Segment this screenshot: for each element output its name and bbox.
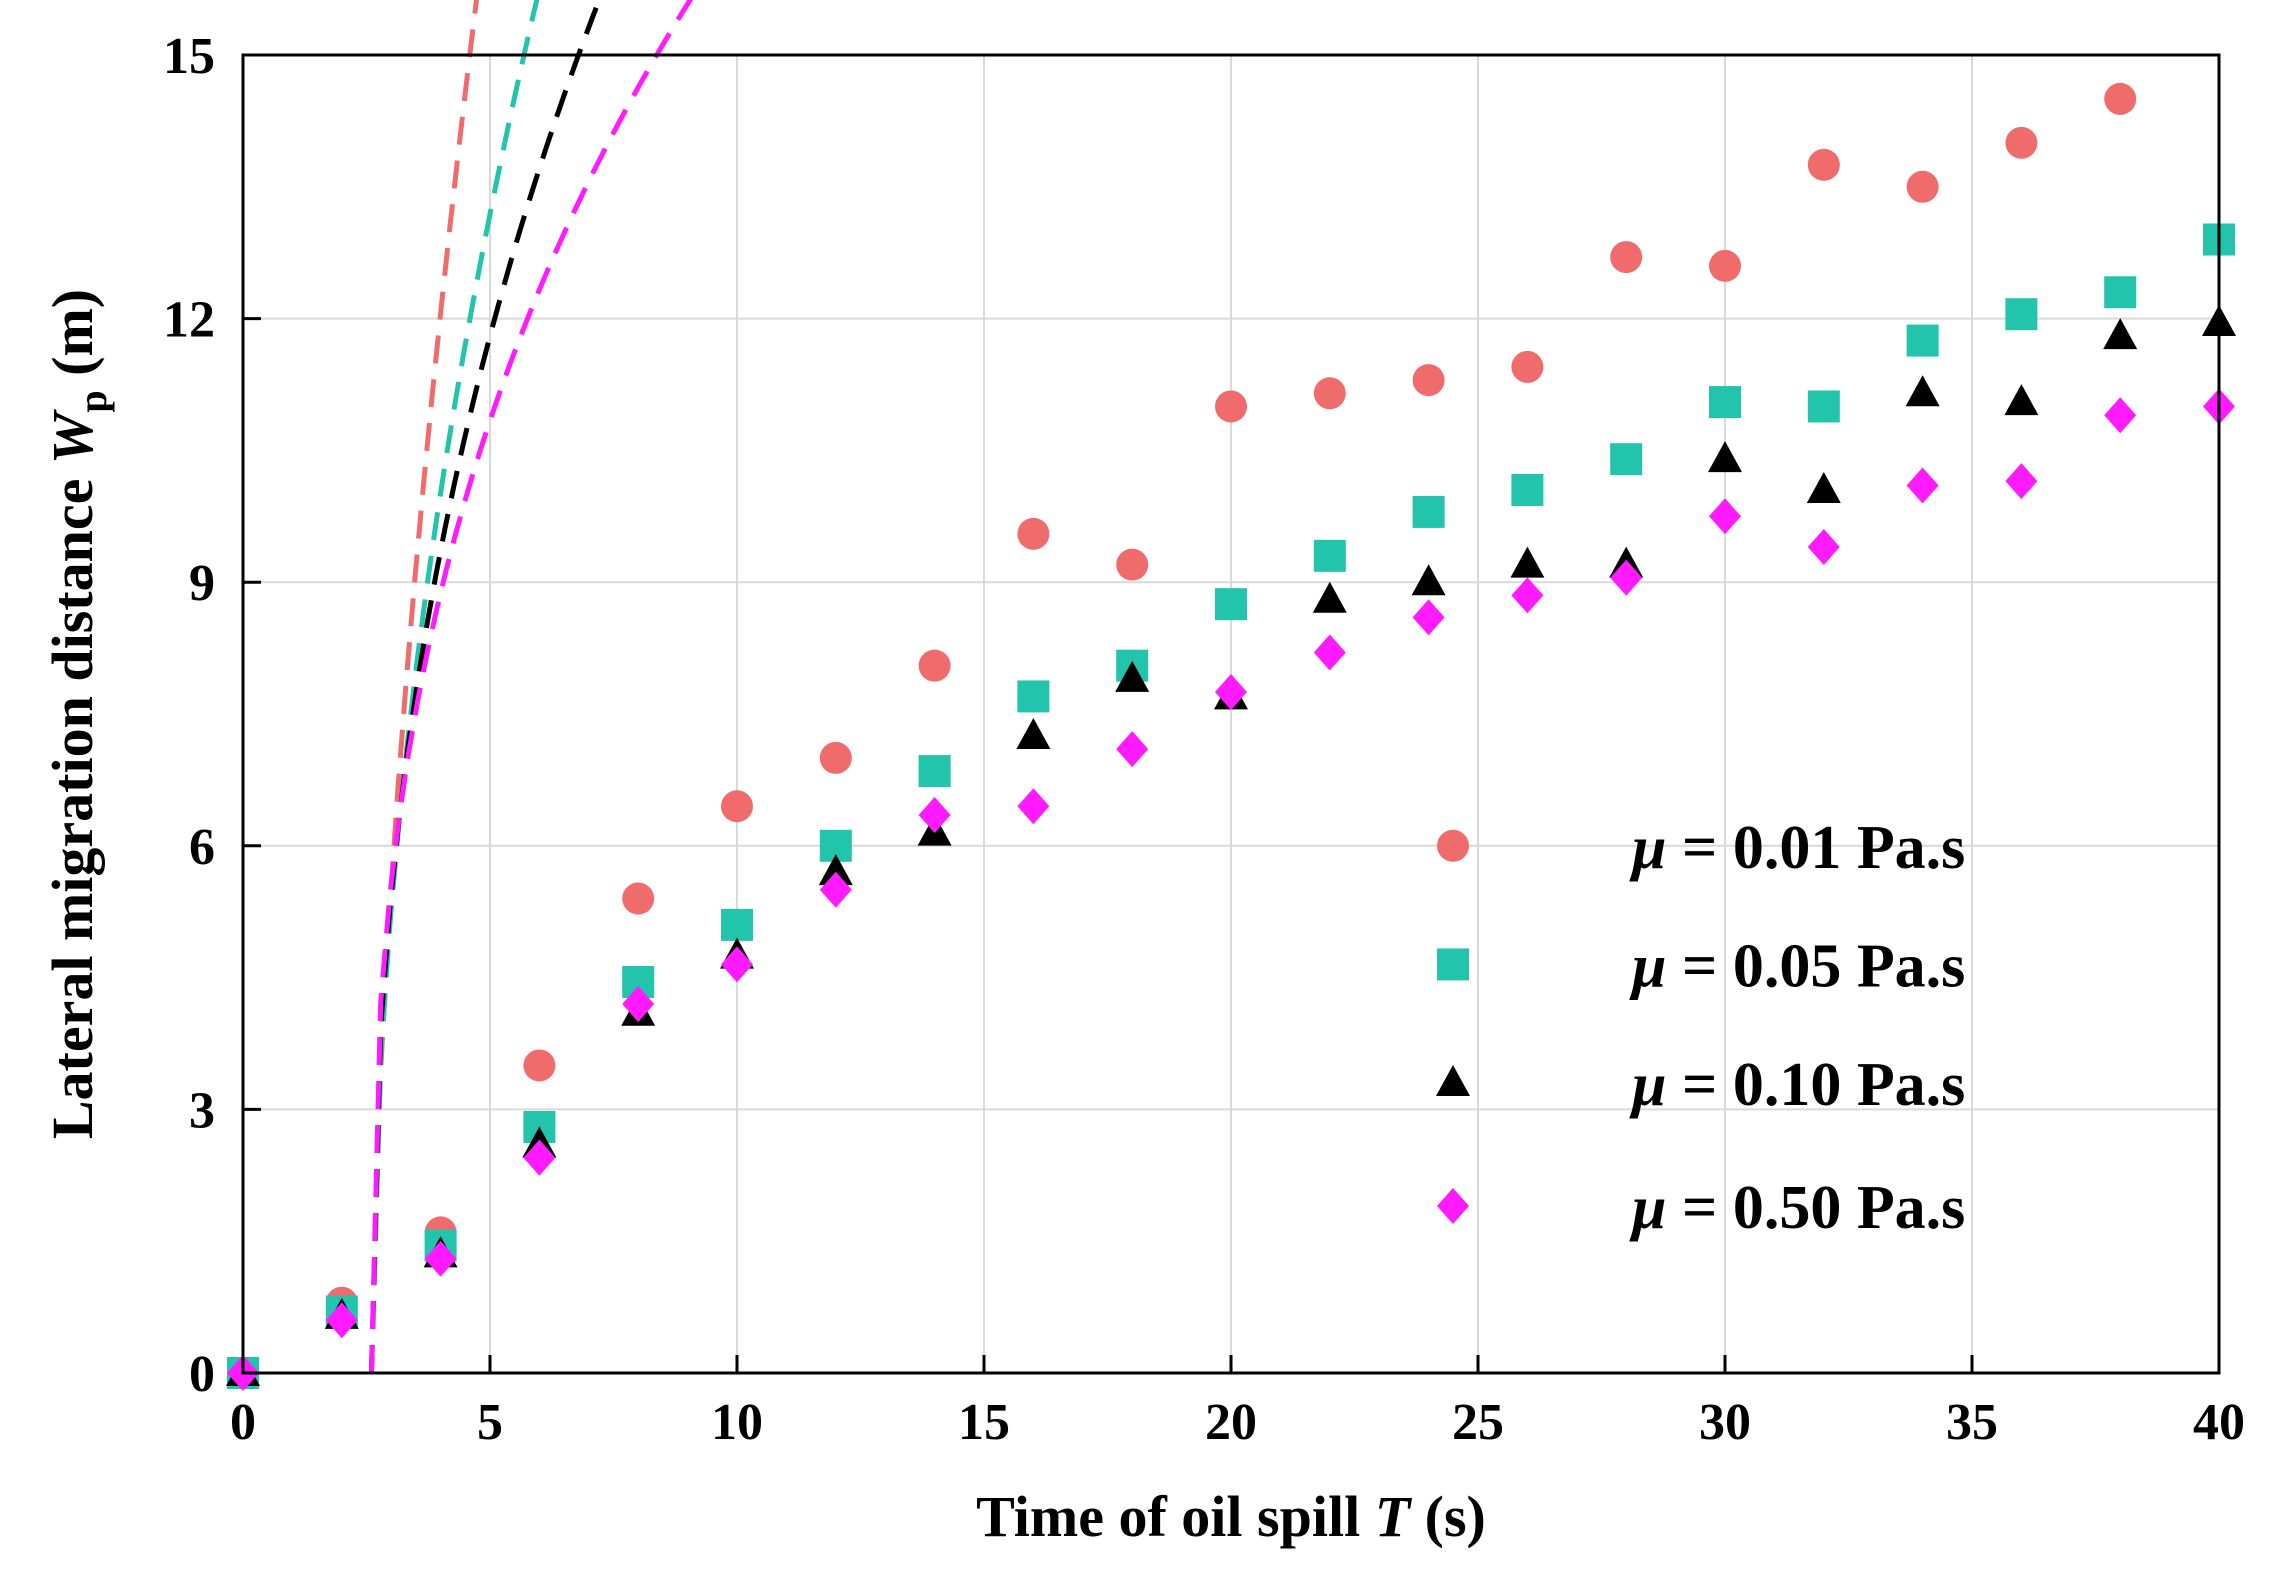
point-series-1 [1807, 148, 1840, 181]
point-series-3 [1806, 471, 1841, 503]
point-series-3 [1115, 660, 1150, 692]
point-series-1 [622, 882, 655, 915]
point-series-4 [523, 1139, 556, 1176]
x-tick-label: 35 [1946, 1394, 1998, 1451]
point-series-2 [721, 908, 753, 941]
point-series-3 [2103, 318, 2138, 350]
point-series-2 [918, 755, 951, 788]
x-tick-label: 15 [958, 1394, 1010, 1451]
y-tick-label: 0 [189, 1346, 215, 1403]
point-series-4 [1116, 731, 1149, 768]
point-series-4 [819, 871, 852, 908]
legend-label-series-4: μ = 0.50 Pa.s [1629, 1174, 1965, 1242]
point-series-2 [1313, 539, 1346, 572]
point-series-1 [1017, 517, 1050, 550]
point-series-1 [1215, 390, 1247, 423]
point-series-1 [2104, 82, 2137, 115]
tick-labels: 0 5 10 15 20 25 30 35 40 0 3 6 9 12 15 [163, 28, 2245, 1451]
point-series-1 [1610, 241, 1643, 274]
point-series-4 [424, 1240, 457, 1277]
legend-marker-series-3 [1436, 1065, 1470, 1097]
fit-lines [368, 0, 694, 1374]
point-series-4 [1709, 498, 1741, 535]
point-series-4 [1906, 467, 1939, 504]
y-tick-label: 12 [163, 292, 215, 349]
point-series-4 [918, 797, 951, 834]
point-series-3 [1708, 441, 1742, 473]
point-series-4 [1807, 529, 1840, 566]
point-series-1 [819, 741, 852, 774]
point-series-4 [325, 1302, 358, 1339]
point-series-3 [1312, 581, 1347, 613]
x-tick-label: 10 [711, 1394, 763, 1451]
x-tick-label: 25 [1452, 1394, 1504, 1451]
y-tick-label: 3 [189, 1082, 215, 1139]
point-series-2 [1017, 680, 1050, 713]
point-series-1 [918, 649, 951, 682]
axis-ticks [241, 53, 2221, 1375]
x-tick-label: 0 [230, 1394, 256, 1451]
point-series-2 [2005, 298, 2038, 331]
y-tick-label: 9 [189, 555, 215, 612]
fit-line-series-2 [368, 0, 540, 1374]
point-series-1 [1412, 364, 1445, 397]
point-series-4 [721, 946, 753, 983]
x-axis-title: Time of oil spill T (s) [976, 1484, 1486, 1549]
point-series-1 [1116, 548, 1149, 581]
y-axis-title: Lateral migration distance Wp (m) [40, 289, 115, 1139]
point-series-2 [1412, 495, 1445, 528]
point-series-4 [2104, 397, 2137, 434]
point-series-2 [1906, 324, 1939, 357]
point-series-1 [1511, 350, 1544, 383]
point-series-3 [1411, 564, 1446, 596]
x-tick-label: 5 [477, 1394, 503, 1451]
point-series-1 [1906, 170, 1939, 203]
point-series-1 [2005, 126, 2038, 159]
point-series-2 [1511, 473, 1544, 506]
point-series-2 [1709, 386, 1741, 419]
point-series-3 [818, 854, 853, 886]
point-series-4 [1313, 634, 1346, 671]
fit-line-series-3 [368, 0, 602, 1374]
point-series-3 [1905, 375, 1940, 407]
point-series-1 [1709, 249, 1741, 282]
fit-line-series-4 [368, 0, 694, 1374]
legend: μ = 0.01 Pa.s μ = 0.05 Pa.s μ = 0.10 Pa.s μ… [1436, 814, 1965, 1242]
point-series-4 [1511, 577, 1544, 614]
x-tick-label: 20 [1205, 1394, 1257, 1451]
point-series-3 [2004, 384, 2039, 416]
x-tick-label: 30 [1699, 1394, 1751, 1451]
point-series-2 [1215, 588, 1247, 621]
fit-line-series-1 [368, 0, 479, 1374]
point-series-4 [2005, 463, 2038, 500]
legend-label-series-2: μ = 0.05 Pa.s [1629, 932, 1965, 1000]
point-series-4 [622, 985, 655, 1022]
point-series-2 [1807, 390, 1840, 423]
y-tick-label: 15 [163, 28, 215, 85]
legend-label-series-1: μ = 0.01 Pa.s [1629, 814, 1965, 882]
legend-marker-series-1 [1437, 829, 1469, 862]
point-series-3 [1510, 546, 1545, 578]
point-series-2 [1610, 443, 1643, 476]
legend-marker-series-2 [1437, 948, 1469, 981]
point-series-1 [721, 790, 753, 823]
data-points [226, 82, 2236, 1391]
grid [242, 54, 2220, 1374]
point-series-4 [1610, 559, 1643, 596]
point-series-1 [523, 1049, 556, 1082]
point-series-4 [1215, 674, 1247, 711]
point-series-4 [1412, 599, 1445, 636]
point-series-1 [1313, 377, 1346, 410]
legend-marker-series-4 [1437, 1188, 1469, 1225]
point-series-2 [2104, 276, 2137, 309]
x-tick-label: 40 [2193, 1394, 2245, 1451]
point-series-3 [1016, 717, 1051, 749]
y-tick-label: 6 [189, 819, 215, 876]
legend-label-series-3: μ = 0.10 Pa.s [1629, 1051, 1965, 1119]
point-series-4 [1017, 788, 1050, 825]
